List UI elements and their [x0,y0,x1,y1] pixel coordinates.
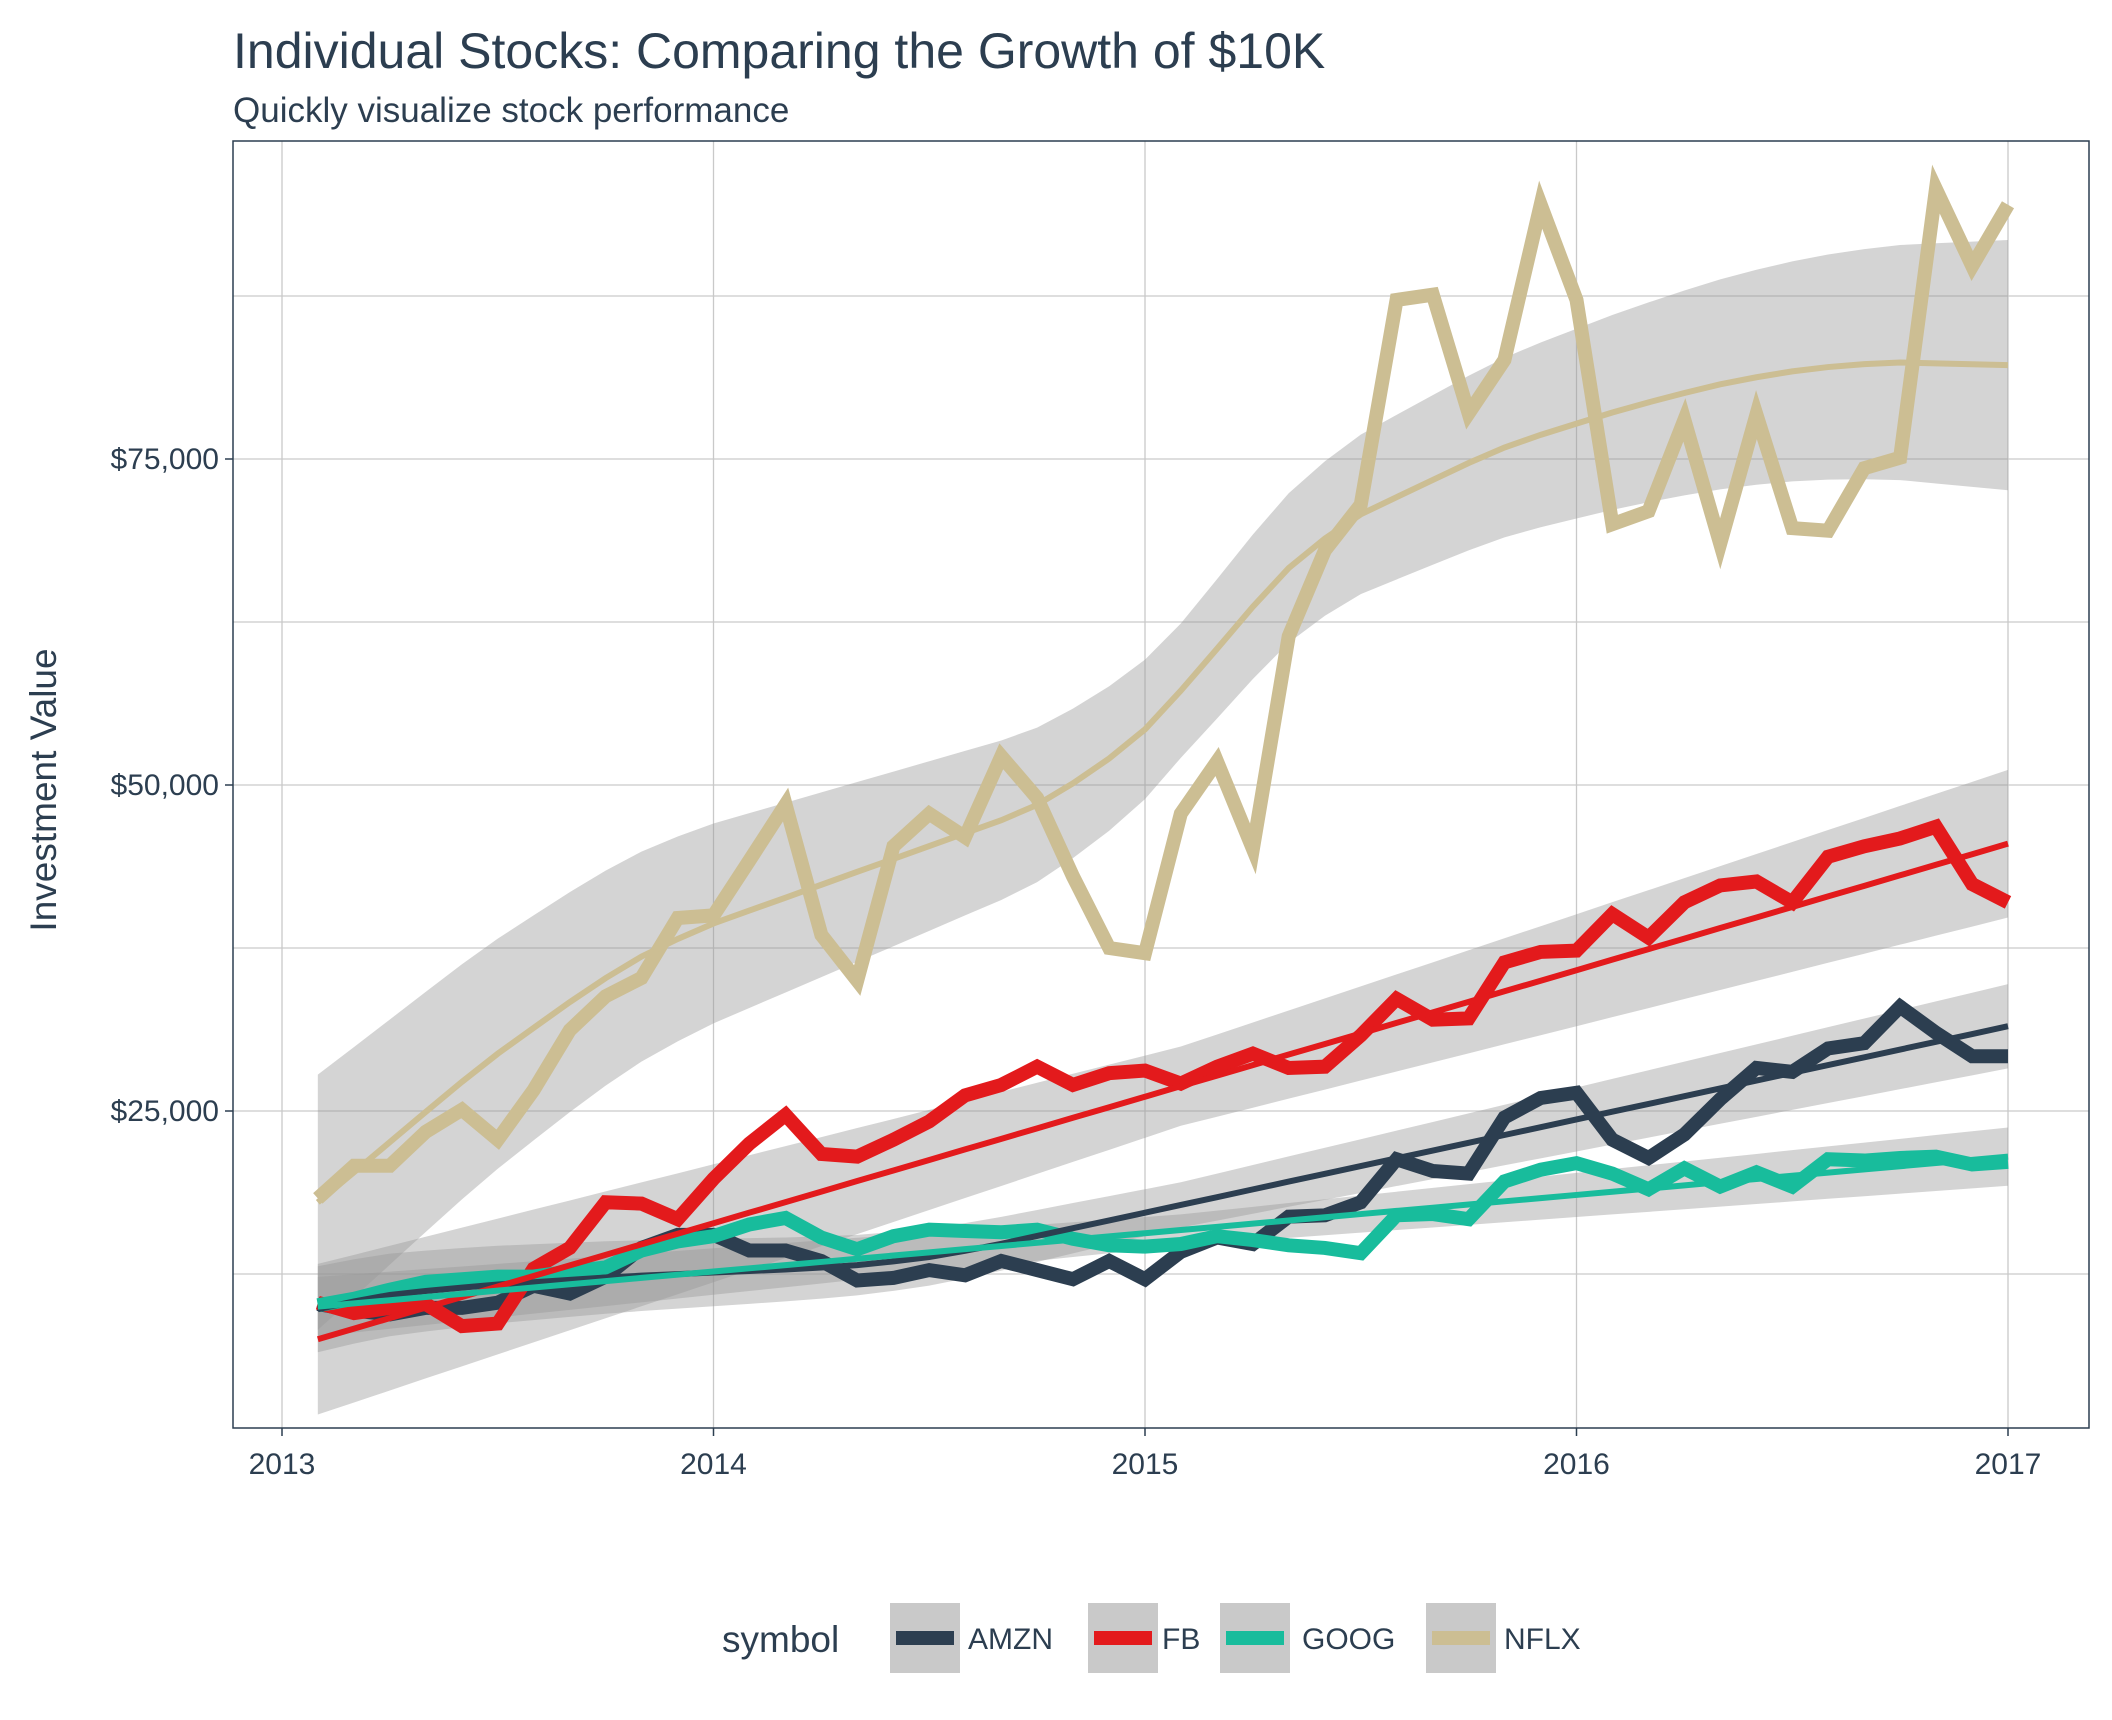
legend: symbol AMZN FB GOOG NFLX [722,1603,1581,1673]
fb-trend-line [316,840,2009,1343]
x-tick-label: 2017 [1975,1448,2042,1481]
chart-subtitle: Quickly visualize stock performance [233,91,789,130]
amzn-trend-line [317,1023,2009,1313]
x-tick-label: 2016 [1543,1448,1610,1481]
trend-lines [315,359,2009,1343]
x-axis: 2013 2014 2015 2016 2017 [249,1428,2042,1481]
x-tick-label: 2015 [1112,1448,1179,1481]
fb-series-line [315,818,2012,1334]
nflx-series-line [313,164,2015,1204]
amzn-confidence-ribbon [317,984,2009,1353]
y-axis: $25,000 $50,000 $75,000 [111,443,233,1128]
legend-label-goog: GOOG [1302,1623,1395,1656]
x-tick-label: 2014 [680,1448,747,1481]
legend-label-fb: FB [1162,1623,1200,1656]
y-tick-label: $50,000 [111,769,219,802]
x-tick-label: 2013 [249,1448,316,1481]
legend-label-amzn: AMZN [968,1623,1053,1656]
nflx-confidence-ribbon [317,239,2009,1330]
nflx-trend-line [315,359,2009,1205]
goog-trend-line [317,1153,2009,1310]
y-axis-label: Investment Value [23,648,64,931]
y-tick-label: $75,000 [111,443,219,476]
legend-title: symbol [722,1619,839,1660]
chart-title: Individual Stocks: Comparing the Growth … [233,23,1325,79]
legend-label-nflx: NFLX [1504,1623,1581,1656]
y-tick-label: $25,000 [111,1095,219,1128]
